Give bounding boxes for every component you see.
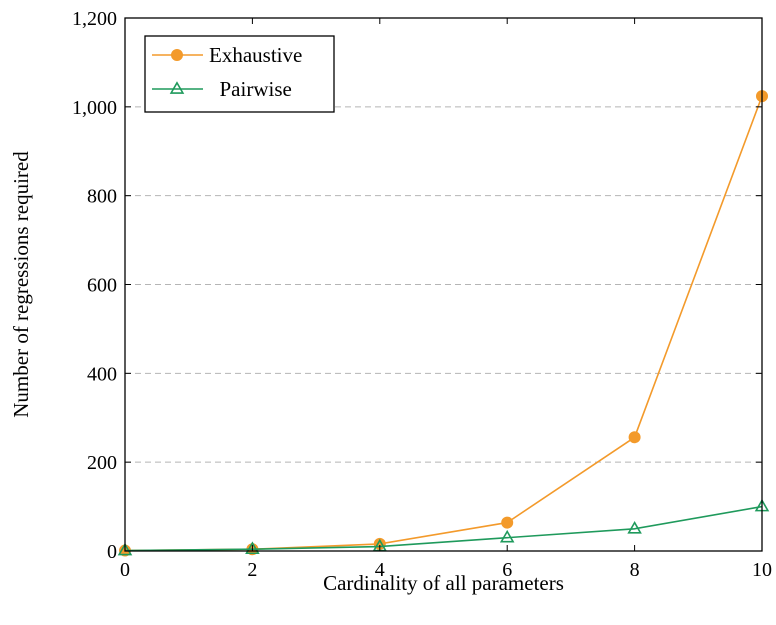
x-axis-label: Cardinality of all parameters: [323, 571, 564, 595]
y-tick-label: 1,200: [72, 8, 117, 30]
y-tick-label: 200: [87, 452, 117, 474]
legend-label-exhaustive: Exhaustive: [209, 43, 302, 67]
legend-item-exhaustive: Exhaustive: [152, 43, 302, 67]
x-tick-label: 0: [120, 559, 130, 581]
x-tick-label: 6: [502, 559, 512, 581]
data-point-pairwise: [627, 520, 642, 534]
data-point-exhaustive: [501, 516, 514, 529]
legend-box: [144, 35, 335, 113]
series-pairwise: [117, 498, 770, 556]
data-point-exhaustive: [628, 431, 641, 444]
x-tick-label: 10: [752, 559, 772, 581]
y-axis-label: Number of regressions required: [9, 151, 33, 418]
tick-marks: [124, 17, 763, 552]
data-point-pairwise: [117, 542, 133, 556]
y-tick-label: 400: [87, 363, 117, 385]
legend-marker: [171, 49, 183, 61]
y-tick-label: 800: [87, 186, 117, 208]
series-line-exhaustive: [124, 95, 763, 552]
data-point-pairwise: [499, 529, 515, 543]
y-tick-label: 600: [87, 275, 117, 297]
x-tick-label: 4: [375, 559, 385, 581]
data-point-pairwise: [245, 541, 260, 555]
x-tick-label: 2: [247, 559, 257, 581]
legend-label-pairwise: Pairwise: [209, 77, 292, 101]
series-layer: [117, 90, 770, 557]
legend-marker: [169, 81, 185, 94]
y-tick-label: 0: [107, 541, 117, 563]
tick-labels: 0 200 400 600 800 1,000 1,200 0 2 4 6 8 10: [72, 8, 772, 581]
series-line-pairwise: [124, 505, 763, 552]
series-exhaustive: [119, 90, 768, 557]
y-tick-label: 1,000: [72, 97, 117, 119]
legend-item-pairwise: Pairwise: [152, 77, 292, 101]
x-tick-label: 8: [630, 559, 640, 581]
legend: Exhaustive Pairwise: [144, 35, 335, 113]
